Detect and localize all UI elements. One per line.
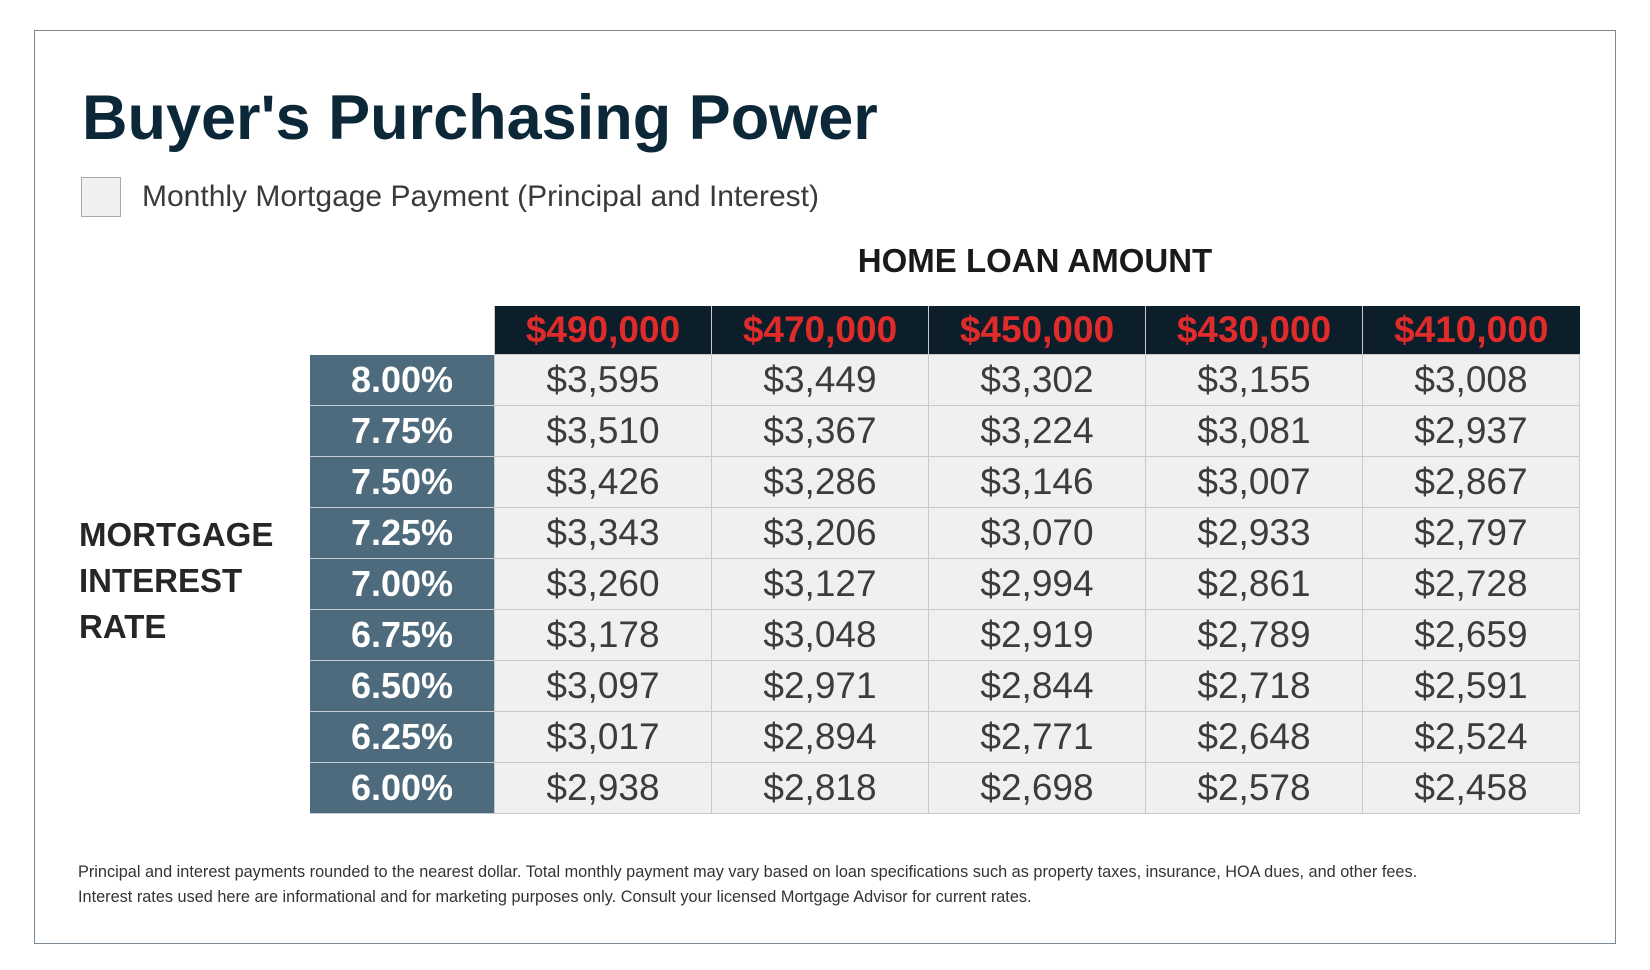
payment-cell: $2,648 [1145,711,1363,763]
payment-cell: $3,070 [928,507,1146,559]
payment-cell: $2,919 [928,609,1146,661]
payment-cell: $2,933 [1145,507,1363,559]
payment-cell: $3,302 [928,354,1146,406]
payment-cell: $3,081 [1145,405,1363,457]
payment-table: $490,000 $470,000 $450,000 $430,000 $410… [310,306,1580,814]
payment-cell: $3,595 [494,354,712,406]
interest-rate-label: 6.25% [310,711,495,763]
loan-amount-header: $490,000 [494,306,712,355]
payment-cell: $2,659 [1362,609,1580,661]
interest-rate-label: 7.25% [310,507,495,559]
page-title: Buyer's Purchasing Power [82,83,878,153]
payment-cell: $3,008 [1362,354,1580,406]
footnote-line: Interest rates used here are information… [78,888,1032,906]
table-row: 6.00% $2,938 $2,818 $2,698 $2,578 $2,458 [310,762,1580,814]
table-row: 6.25% $3,017 $2,894 $2,771 $2,648 $2,524 [310,711,1580,763]
interest-rate-label: 8.00% [310,354,495,406]
row-axis-title-line: INTEREST [79,562,243,599]
payment-cell: $3,367 [711,405,929,457]
payment-cell: $2,994 [928,558,1146,610]
payment-cell: $2,861 [1145,558,1363,610]
table-row: 6.75% $3,178 $3,048 $2,919 $2,789 $2,659 [310,609,1580,661]
payment-cell: $2,818 [711,762,929,814]
payment-cell: $2,971 [711,660,929,712]
interest-rate-label: 6.50% [310,660,495,712]
column-axis-title: HOME LOAN AMOUNT [857,242,1213,279]
payment-cell: $3,127 [711,558,929,610]
payment-cell: $2,771 [928,711,1146,763]
payment-cell: $3,343 [494,507,712,559]
interest-rate-label: 6.00% [310,762,495,814]
payment-cell: $2,844 [928,660,1146,712]
table-header-row: $490,000 $470,000 $450,000 $430,000 $410… [310,306,1580,355]
payment-cell: $2,698 [928,762,1146,814]
payment-cell: $3,097 [494,660,712,712]
loan-amount-header: $430,000 [1145,306,1363,355]
payment-cell: $2,894 [711,711,929,763]
payment-cell: $3,260 [494,558,712,610]
footnote-line: Principal and interest payments rounded … [78,863,1418,881]
row-axis-title-line: RATE [79,608,167,645]
row-axis-title: MORTGAGE INTEREST RATE [79,512,273,650]
payment-cell: $3,510 [494,405,712,457]
interest-rate-label: 6.75% [310,609,495,661]
legend-label: Monthly Mortgage Payment (Principal and … [142,180,819,213]
table-body: 8.00% $3,595 $3,449 $3,302 $3,155 $3,008 7.75%… [310,354,1580,814]
payment-cell: $2,867 [1362,456,1580,508]
row-axis-title-line: MORTGAGE [79,516,274,553]
payment-cell: $2,797 [1362,507,1580,559]
payment-cell: $2,728 [1362,558,1580,610]
payment-cell: $2,718 [1145,660,1363,712]
table-row: 7.00% $3,260 $3,127 $2,994 $2,861 $2,728 [310,558,1580,610]
legend-swatch [81,177,121,217]
loan-amount-header: $410,000 [1362,306,1580,355]
payment-cell: $2,591 [1362,660,1580,712]
interest-rate-label: 7.75% [310,405,495,457]
interest-rate-label: 7.50% [310,456,495,508]
payment-cell: $3,286 [711,456,929,508]
table-row: 7.25% $3,343 $3,206 $3,070 $2,933 $2,797 [310,507,1580,559]
payment-cell: $2,458 [1362,762,1580,814]
payment-cell: $3,426 [494,456,712,508]
payment-cell: $2,789 [1145,609,1363,661]
interest-rate-label: 7.00% [310,558,495,610]
payment-cell: $3,048 [711,609,929,661]
payment-cell: $2,938 [494,762,712,814]
payment-cell: $3,017 [494,711,712,763]
payment-cell: $2,937 [1362,405,1580,457]
payment-cell: $2,578 [1145,762,1363,814]
payment-cell: $3,146 [928,456,1146,508]
table-row: 7.50% $3,426 $3,286 $3,146 $3,007 $2,867 [310,456,1580,508]
payment-cell: $3,449 [711,354,929,406]
footnote: Principal and interest payments rounded … [78,860,1417,910]
table-corner [310,306,495,355]
loan-amount-header: $450,000 [928,306,1146,355]
payment-cell: $2,524 [1362,711,1580,763]
payment-cell: $3,224 [928,405,1146,457]
payment-cell: $3,007 [1145,456,1363,508]
payment-cell: $3,155 [1145,354,1363,406]
table-row: 6.50% $3,097 $2,971 $2,844 $2,718 $2,591 [310,660,1580,712]
payment-cell: $3,206 [711,507,929,559]
table-row: 8.00% $3,595 $3,449 $3,302 $3,155 $3,008 [310,354,1580,406]
table-row: 7.75% $3,510 $3,367 $3,224 $3,081 $2,937 [310,405,1580,457]
payment-cell: $3,178 [494,609,712,661]
loan-amount-header: $470,000 [711,306,929,355]
